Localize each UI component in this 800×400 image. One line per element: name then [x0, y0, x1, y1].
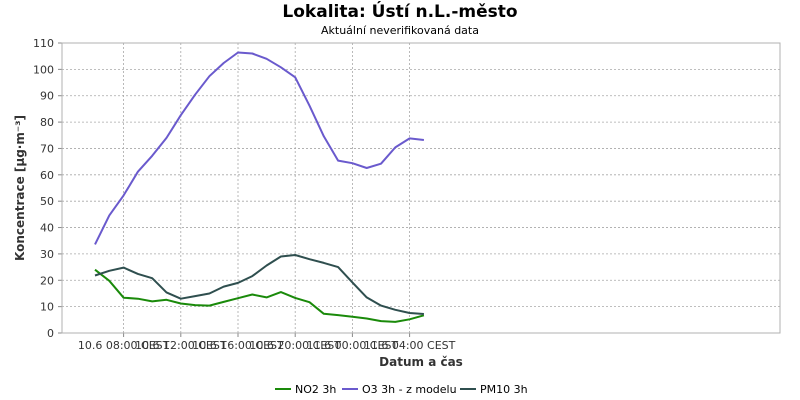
- x-tick-label: 10.6 08:00 CEST: [78, 339, 170, 352]
- x-tick-label: 11.6 00:00 CEST: [307, 339, 399, 352]
- legend-label-3: PM10 3h: [480, 383, 528, 396]
- y-tick-label: 100: [33, 63, 54, 76]
- y-tick-label: 70: [40, 142, 54, 155]
- series-line-1: [94, 268, 425, 323]
- y-axis-ticks: 0 10 20 30 40 50 60 70 80 90 100 110: [33, 37, 62, 340]
- chart-subtitle: Aktuální neverifikovaná data: [321, 24, 479, 37]
- y-tick-label: 20: [40, 274, 54, 287]
- series-line-3: [94, 254, 424, 315]
- y-tick-label: 90: [40, 90, 54, 103]
- y-tick-label: 10: [40, 301, 54, 314]
- y-axis-label: Koncentrace [µg·m⁻³]: [13, 115, 27, 261]
- legend: NO2 3h O3 3h - z modelu PM10 3h: [275, 383, 528, 396]
- grid-lines: [62, 42, 780, 333]
- plot-area: [61, 42, 781, 334]
- y-tick-label: 40: [40, 222, 54, 235]
- x-tick-label: 10.6 20:00 CEST: [249, 339, 341, 352]
- chart-title: Lokalita: Ústí n.L.-město: [282, 2, 518, 22]
- y-tick-label: 60: [40, 169, 54, 182]
- x-tick-label: 11.6 04:00 CEST: [364, 339, 456, 352]
- y-tick-label: 110: [33, 37, 54, 50]
- x-axis-label: Datum a čas: [379, 355, 463, 369]
- y-tick-label: 50: [40, 195, 54, 208]
- series-line-2: [94, 51, 425, 245]
- x-tick-label: 10.6 16:00 CEST: [192, 339, 284, 352]
- legend-label-1: NO2 3h: [295, 383, 336, 396]
- series-lines: [94, 51, 425, 323]
- y-tick-label: 0: [47, 327, 54, 340]
- legend-label-2: O3 3h - z modelu: [362, 383, 457, 396]
- y-tick-label: 80: [40, 116, 54, 129]
- x-tick-label: 10.6 12:00 CEST: [135, 339, 227, 352]
- y-tick-label: 30: [40, 248, 54, 261]
